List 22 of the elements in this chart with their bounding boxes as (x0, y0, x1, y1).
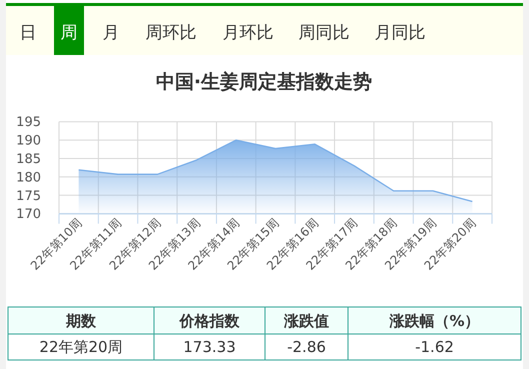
text: 期数 (65, 312, 97, 330)
text: 日 (20, 23, 36, 43)
text: -1.62 (415, 338, 454, 356)
text: -2.86 (287, 338, 326, 356)
text: 周同比 (298, 23, 350, 43)
text: 22年第20周 (39, 338, 123, 356)
y-tick-label: 170 (16, 207, 41, 222)
y-tick-label: 180 (16, 170, 41, 186)
text: 月同比 (374, 23, 426, 43)
y-tick-label: 185 (16, 152, 41, 167)
y-tick-label: 190 (16, 134, 41, 149)
text: 涨跌值 (283, 312, 329, 330)
text: 周环比 (146, 23, 196, 43)
y-tick-label: 175 (16, 188, 41, 204)
y-tick-label: 195 (16, 115, 41, 130)
text: 173.33 (183, 338, 236, 356)
text: 月 (102, 23, 120, 43)
text: 月环比 (222, 23, 274, 43)
text: 周 (60, 23, 78, 43)
text: 涨跌幅（%） (388, 312, 480, 330)
chart-title: 中国·生姜周定基指数走势 (156, 71, 372, 93)
text: 价格指数 (178, 312, 240, 330)
